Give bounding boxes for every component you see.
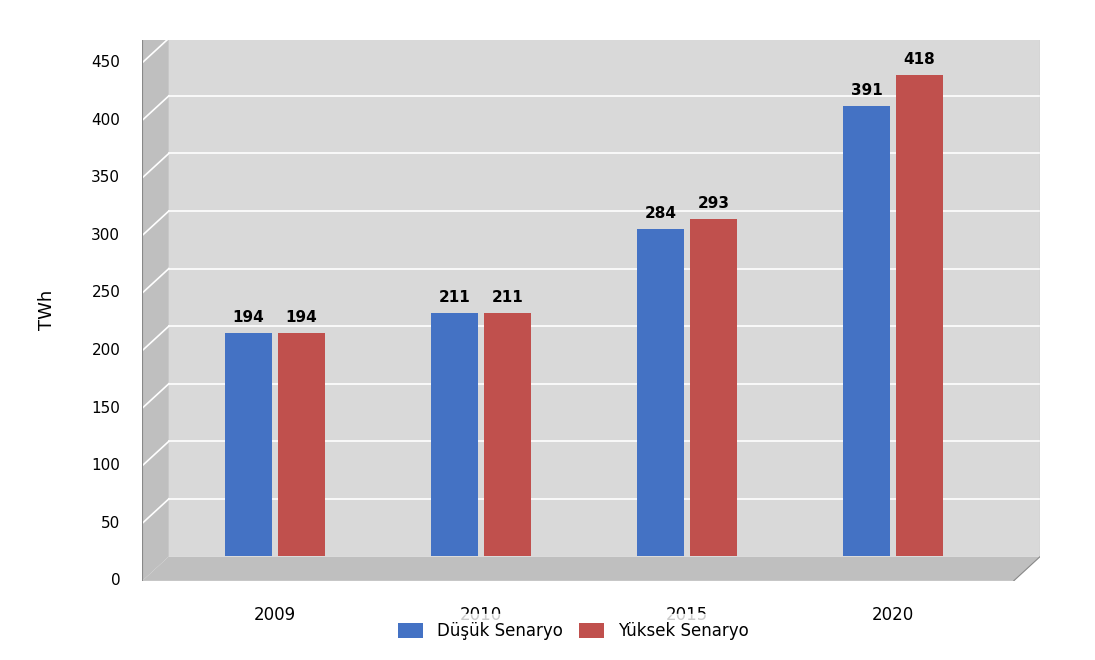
Polygon shape: [637, 230, 684, 556]
Text: 211: 211: [492, 290, 523, 306]
Text: 400: 400: [91, 113, 120, 127]
Text: 418: 418: [903, 52, 935, 67]
Text: 2009: 2009: [254, 606, 296, 624]
Text: 450: 450: [91, 55, 120, 70]
Text: 2020: 2020: [872, 606, 914, 624]
Polygon shape: [169, 15, 1040, 556]
Legend: Düşük Senaryo, Yüksek Senaryo: Düşük Senaryo, Yüksek Senaryo: [390, 614, 757, 648]
Polygon shape: [278, 333, 325, 556]
Polygon shape: [224, 333, 272, 556]
Text: 2015: 2015: [666, 606, 708, 624]
Text: 300: 300: [91, 228, 120, 243]
Text: TWh: TWh: [37, 290, 56, 330]
Polygon shape: [896, 75, 943, 556]
Text: 391: 391: [851, 83, 883, 98]
Text: 50: 50: [101, 515, 120, 531]
Polygon shape: [142, 556, 1040, 581]
Text: 194: 194: [232, 310, 264, 325]
Text: 0: 0: [111, 574, 120, 588]
Polygon shape: [142, 15, 169, 581]
Polygon shape: [430, 314, 477, 556]
Text: 293: 293: [698, 196, 729, 211]
Text: 284: 284: [645, 207, 677, 221]
Text: 100: 100: [91, 458, 120, 473]
Polygon shape: [843, 106, 890, 556]
Text: 350: 350: [91, 170, 120, 185]
Text: 211: 211: [438, 290, 470, 306]
Polygon shape: [690, 219, 737, 556]
Text: 194: 194: [286, 310, 318, 325]
Text: 250: 250: [91, 285, 120, 300]
Text: 2010: 2010: [460, 606, 502, 624]
Text: 200: 200: [91, 343, 120, 358]
Text: 150: 150: [91, 401, 120, 416]
Polygon shape: [484, 314, 531, 556]
